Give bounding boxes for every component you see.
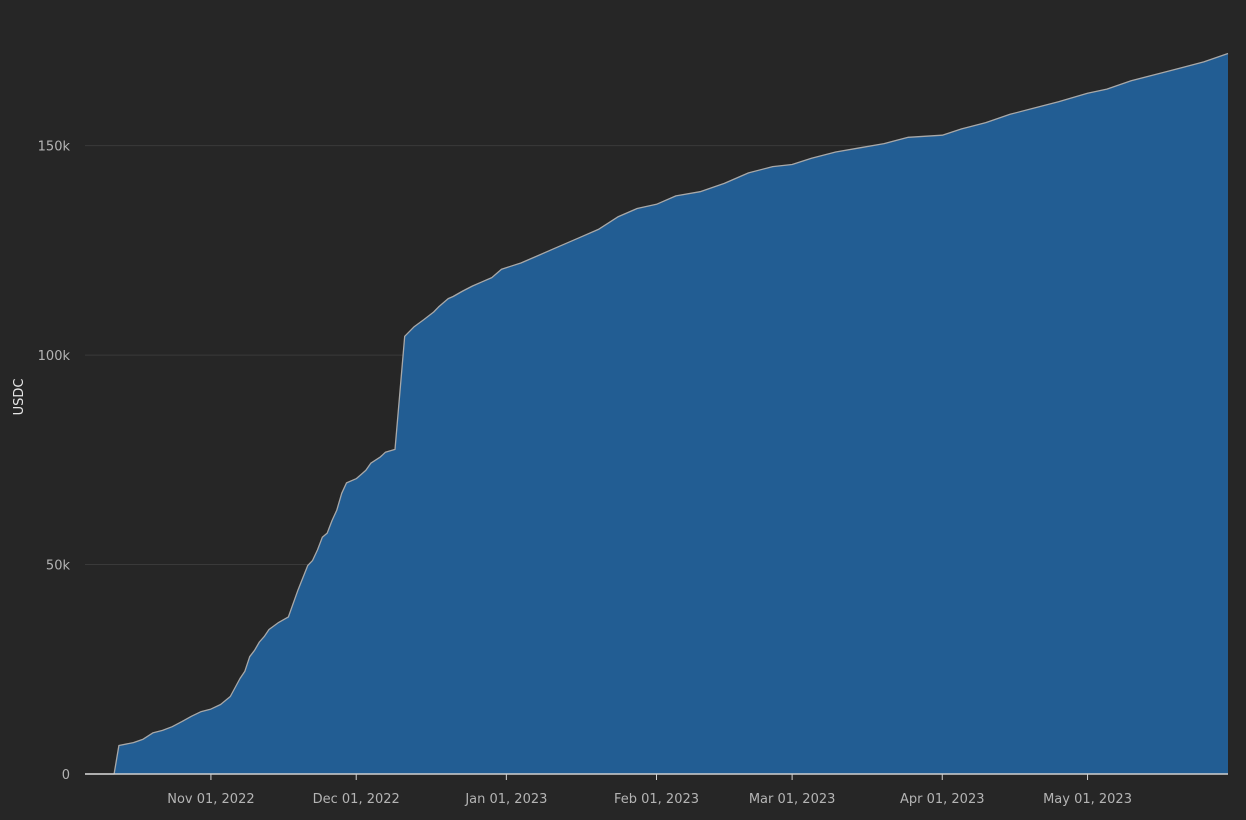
y-tick-label: 100k xyxy=(38,349,71,364)
x-tick-label: Jan 01, 2023 xyxy=(464,792,547,807)
x-tick-label: Dec 01, 2022 xyxy=(313,792,400,807)
y-tick-label: 150k xyxy=(38,140,71,155)
x-tick-label: Nov 01, 2022 xyxy=(167,792,254,807)
x-tick-label: Feb 01, 2023 xyxy=(614,792,699,807)
y-tick-label: 50k xyxy=(46,559,71,574)
x-tick-label: Apr 01, 2023 xyxy=(900,792,985,807)
x-tick-label: May 01, 2023 xyxy=(1043,792,1132,807)
y-axis-title: USDC xyxy=(12,379,27,416)
x-tick-label: Mar 01, 2023 xyxy=(749,792,836,807)
y-tick-label: 0 xyxy=(62,768,70,783)
series-area-fill xyxy=(85,53,1228,774)
y-axis-ticks: 0 50k 100k 150k xyxy=(38,140,71,783)
x-axis-ticks: Nov 01, 2022 Dec 01, 2022 Jan 01, 2023 Feb … xyxy=(167,774,1132,807)
series-line xyxy=(85,52,1229,775)
